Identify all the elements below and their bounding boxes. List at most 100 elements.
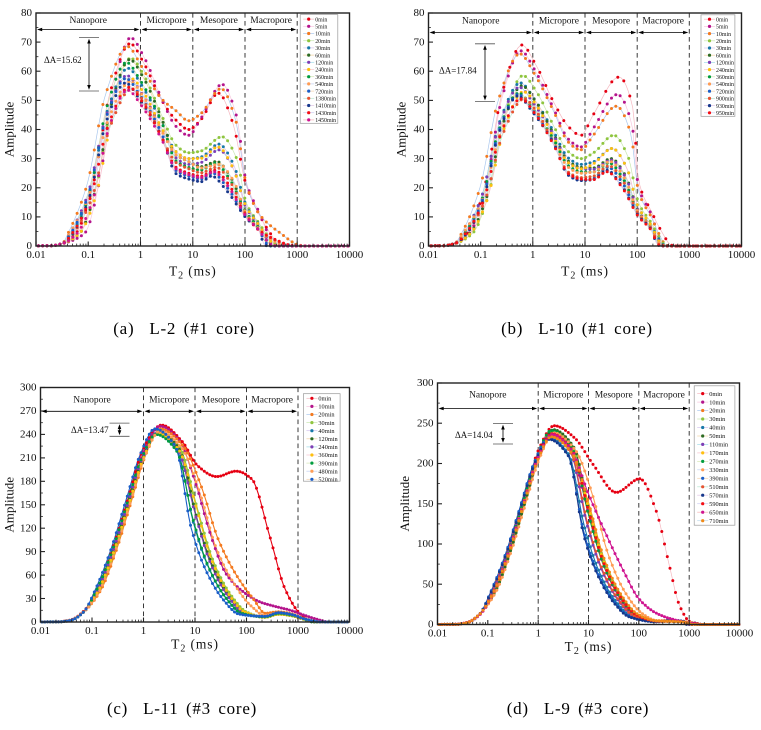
svg-text:10min: 10min bbox=[709, 399, 726, 406]
svg-text:100: 100 bbox=[631, 628, 648, 640]
svg-text:0: 0 bbox=[428, 619, 434, 631]
svg-text:240min: 240min bbox=[318, 444, 338, 451]
svg-text:Amplitude: Amplitude bbox=[397, 476, 412, 532]
svg-text:100: 100 bbox=[238, 625, 255, 637]
svg-text:0: 0 bbox=[419, 240, 425, 252]
svg-text:720min: 720min bbox=[315, 89, 333, 95]
svg-text:900min: 900min bbox=[716, 97, 734, 103]
svg-text:480min: 480min bbox=[318, 468, 338, 475]
svg-text:1: 1 bbox=[530, 249, 536, 261]
svg-text:60: 60 bbox=[21, 66, 33, 78]
svg-text:360min: 360min bbox=[315, 75, 333, 81]
svg-text:60: 60 bbox=[26, 569, 38, 581]
svg-text:0.01: 0.01 bbox=[26, 249, 45, 261]
svg-text:50: 50 bbox=[21, 95, 33, 107]
svg-text:360min: 360min bbox=[318, 452, 338, 459]
svg-text:150: 150 bbox=[417, 498, 434, 510]
svg-text:390min: 390min bbox=[318, 460, 338, 467]
svg-text:300: 300 bbox=[20, 382, 37, 394]
svg-text:1: 1 bbox=[141, 625, 147, 637]
svg-text:20min: 20min bbox=[716, 39, 731, 45]
svg-text:10000: 10000 bbox=[728, 249, 756, 261]
svg-text:Macropore: Macropore bbox=[642, 17, 684, 27]
svg-text:210: 210 bbox=[20, 452, 37, 464]
svg-text:80: 80 bbox=[21, 7, 33, 19]
svg-text:20: 20 bbox=[414, 182, 426, 194]
svg-text:20min: 20min bbox=[318, 412, 335, 419]
svg-text:30: 30 bbox=[21, 153, 33, 165]
svg-text:10min: 10min bbox=[315, 32, 330, 38]
svg-text:Amplitude: Amplitude bbox=[2, 477, 17, 533]
svg-text:110min: 110min bbox=[709, 442, 729, 449]
svg-text:250: 250 bbox=[417, 417, 434, 429]
svg-text:90: 90 bbox=[26, 546, 38, 558]
svg-text:50: 50 bbox=[423, 579, 435, 591]
svg-text:40: 40 bbox=[21, 124, 33, 136]
svg-text:30min: 30min bbox=[716, 46, 731, 52]
svg-text:Macropore: Macropore bbox=[250, 16, 292, 26]
svg-text:180: 180 bbox=[20, 476, 37, 488]
svg-text:60min: 60min bbox=[315, 53, 330, 59]
svg-text:170min: 170min bbox=[709, 450, 729, 457]
svg-text:0min: 0min bbox=[315, 17, 327, 23]
svg-text:0.01: 0.01 bbox=[419, 249, 438, 261]
svg-text:Mesopore: Mesopore bbox=[202, 396, 240, 406]
svg-text:40min: 40min bbox=[318, 428, 335, 435]
svg-text:120: 120 bbox=[20, 522, 37, 534]
svg-text:10: 10 bbox=[187, 249, 199, 261]
svg-text:10000: 10000 bbox=[726, 628, 754, 640]
svg-text:0.1: 0.1 bbox=[481, 628, 495, 640]
svg-text:10000: 10000 bbox=[336, 249, 364, 261]
svg-text:1000: 1000 bbox=[287, 625, 310, 637]
svg-text:10min: 10min bbox=[716, 32, 731, 38]
svg-text:0min: 0min bbox=[709, 391, 723, 398]
svg-text:30min: 30min bbox=[709, 416, 726, 423]
svg-text:0: 0 bbox=[31, 616, 37, 628]
svg-text:1: 1 bbox=[535, 628, 541, 640]
svg-text:0min: 0min bbox=[716, 17, 728, 23]
svg-text:150: 150 bbox=[20, 499, 37, 511]
svg-text:Amplitude: Amplitude bbox=[394, 101, 409, 157]
svg-text:100: 100 bbox=[417, 538, 434, 550]
svg-text:1000: 1000 bbox=[286, 249, 309, 261]
svg-text:540min: 540min bbox=[315, 82, 333, 88]
svg-text:40: 40 bbox=[414, 124, 426, 136]
svg-text:390min: 390min bbox=[709, 476, 729, 483]
svg-text:80: 80 bbox=[414, 7, 426, 19]
svg-text:10: 10 bbox=[414, 211, 426, 223]
svg-text:200: 200 bbox=[417, 458, 434, 470]
svg-text:1410min: 1410min bbox=[315, 104, 336, 110]
svg-text:Nanopore: Nanopore bbox=[69, 16, 106, 26]
svg-text:ΔA=13.47: ΔA=13.47 bbox=[71, 425, 109, 435]
svg-text:10min: 10min bbox=[318, 404, 335, 411]
svg-text:100: 100 bbox=[629, 249, 646, 261]
svg-text:ΔA=15.62: ΔA=15.62 bbox=[44, 55, 82, 65]
svg-text:Mesopore: Mesopore bbox=[200, 16, 238, 26]
svg-text:Nanopore: Nanopore bbox=[469, 391, 506, 401]
svg-text:Amplitude: Amplitude bbox=[2, 101, 17, 157]
svg-text:70: 70 bbox=[21, 36, 33, 48]
svg-text:50min: 50min bbox=[709, 433, 726, 440]
svg-text:270min: 270min bbox=[709, 459, 729, 466]
svg-text:1430min: 1430min bbox=[315, 111, 336, 117]
svg-text:0.1: 0.1 bbox=[85, 625, 99, 637]
svg-text:930min: 930min bbox=[716, 104, 734, 110]
svg-text:240: 240 bbox=[20, 429, 37, 441]
svg-text:20min: 20min bbox=[709, 408, 726, 415]
svg-text:70: 70 bbox=[414, 36, 426, 48]
svg-text:100: 100 bbox=[237, 249, 254, 261]
svg-text:30: 30 bbox=[26, 593, 38, 605]
svg-text:1000: 1000 bbox=[678, 628, 701, 640]
svg-text:30min: 30min bbox=[318, 420, 335, 427]
svg-text:Macropore: Macropore bbox=[643, 391, 685, 401]
svg-text:360min: 360min bbox=[716, 75, 734, 81]
svg-text:Mesopore: Mesopore bbox=[595, 391, 633, 401]
svg-text:520min: 520min bbox=[318, 477, 338, 484]
svg-text:40min: 40min bbox=[709, 425, 726, 432]
svg-text:270: 270 bbox=[20, 405, 37, 417]
svg-text:10: 10 bbox=[580, 249, 592, 261]
svg-text:720min: 720min bbox=[716, 89, 734, 95]
svg-text:10: 10 bbox=[583, 628, 595, 640]
svg-text:1380min: 1380min bbox=[315, 97, 336, 103]
svg-text:30min: 30min bbox=[315, 46, 330, 52]
